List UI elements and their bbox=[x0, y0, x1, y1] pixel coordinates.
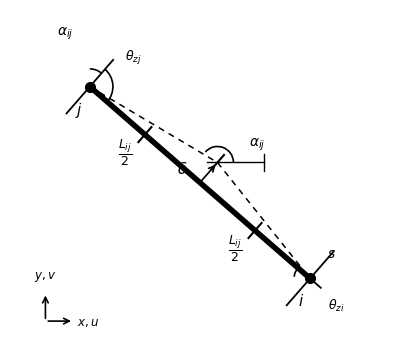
Text: $x,u$: $x,u$ bbox=[77, 316, 100, 329]
Text: $s$: $s$ bbox=[327, 247, 336, 261]
Text: $\alpha_{ij}$: $\alpha_{ij}$ bbox=[249, 136, 266, 153]
Text: $y,v$: $y,v$ bbox=[34, 270, 57, 284]
Text: $\alpha_{ij}$: $\alpha_{ij}$ bbox=[57, 25, 73, 42]
Text: $\theta_{zj}$: $\theta_{zj}$ bbox=[125, 49, 142, 67]
Text: $\dfrac{L_{ij}}{2}$: $\dfrac{L_{ij}}{2}$ bbox=[228, 234, 242, 264]
Text: $i$: $i$ bbox=[298, 293, 304, 309]
Text: $j$: $j$ bbox=[75, 101, 83, 120]
Text: $\dfrac{L_{ij}}{2}$: $\dfrac{L_{ij}}{2}$ bbox=[118, 138, 132, 168]
Text: $\theta_{zi}$: $\theta_{zi}$ bbox=[328, 298, 344, 314]
Text: $\delta$: $\delta$ bbox=[177, 161, 188, 177]
